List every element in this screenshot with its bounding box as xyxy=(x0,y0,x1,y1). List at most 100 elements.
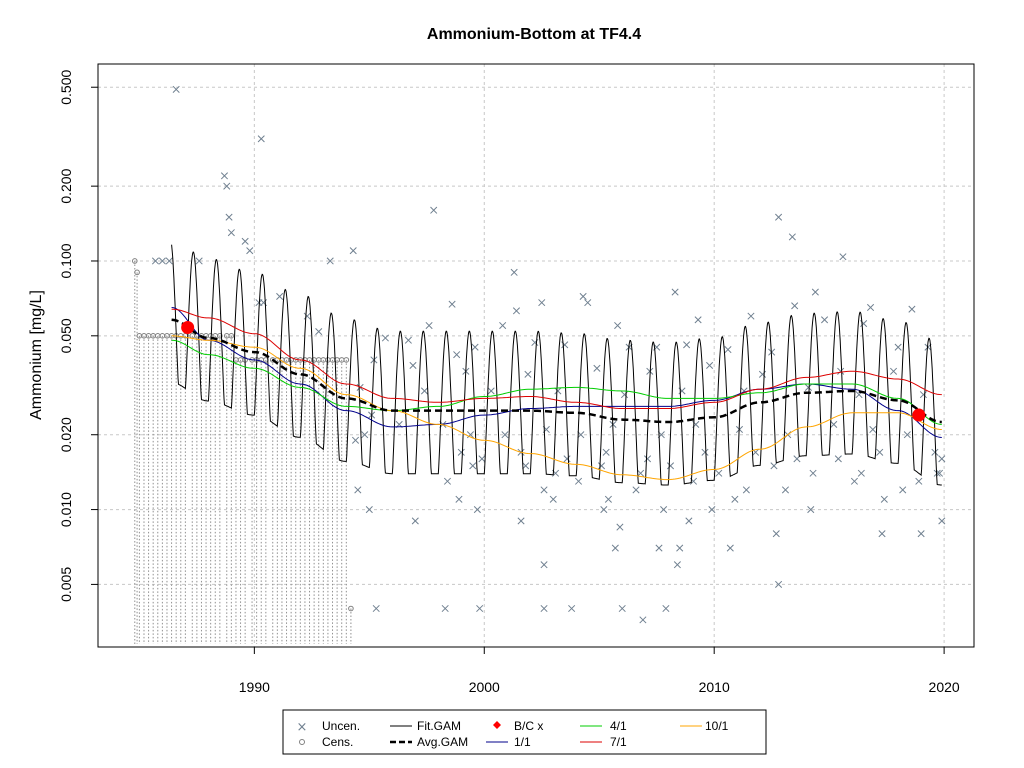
uncensored-point xyxy=(455,495,463,503)
uncensored-point xyxy=(404,336,412,344)
legend-bc-label: B/C x xyxy=(514,719,543,733)
uncensored-point xyxy=(195,257,203,265)
uncensored-point xyxy=(611,544,619,552)
uncensored-point xyxy=(781,486,790,494)
uncensored-point xyxy=(643,455,652,463)
uncensored-point xyxy=(411,517,419,525)
uncensored-point xyxy=(522,462,530,470)
uncensored-point xyxy=(466,431,475,439)
uncensored-point xyxy=(158,257,166,265)
x-tick-label: 2020 xyxy=(929,679,960,695)
series-line-7-1 xyxy=(171,308,942,409)
uncensored-point xyxy=(420,387,429,395)
uncensored-point xyxy=(637,469,645,477)
series-line-1-1 xyxy=(171,307,942,438)
uncensored-point xyxy=(731,495,739,503)
bc-point xyxy=(181,321,195,335)
censored-point xyxy=(217,333,223,339)
smooth-series-lines xyxy=(171,307,942,481)
uncensored-point xyxy=(246,247,254,255)
legend-10-1-label: 10/1 xyxy=(705,719,729,733)
legend-item-10-1: 10/1 xyxy=(680,719,729,733)
uncensored-point xyxy=(303,312,311,320)
uncensored-point xyxy=(694,316,702,324)
uncensored-point xyxy=(742,486,750,494)
uncensored-point xyxy=(899,486,907,494)
uncensored-point xyxy=(660,506,668,514)
uncensored-point xyxy=(830,420,838,429)
uncensored-point xyxy=(165,257,173,265)
bc-point xyxy=(912,408,926,422)
plot-frame xyxy=(97,63,975,648)
uncensored-point xyxy=(563,455,571,463)
legend-cens-label: Cens. xyxy=(322,735,353,749)
uncensored-point xyxy=(223,182,231,190)
uncensored-point xyxy=(600,506,608,514)
x-tick-label: 1990 xyxy=(239,679,270,695)
y-tick-label: 0.200 xyxy=(58,168,74,203)
censored-point xyxy=(228,333,235,339)
censored-point xyxy=(131,258,138,264)
series-line-10-1 xyxy=(171,335,942,481)
legend-item-cens: Cens. xyxy=(299,735,353,749)
uncensored-point xyxy=(501,431,509,439)
uncensored-point xyxy=(540,486,548,494)
uncensored-point xyxy=(866,303,875,312)
uncensored-point xyxy=(618,604,626,613)
y-tick-label: 0.050 xyxy=(58,318,74,353)
uncensored-point xyxy=(662,604,670,613)
uncensored-point xyxy=(220,172,229,180)
uncensored-point xyxy=(453,351,461,359)
uncensored-point xyxy=(354,486,362,494)
uncensored-point xyxy=(276,292,284,300)
uncensored-point xyxy=(512,307,521,315)
uncensored-point xyxy=(361,431,369,439)
uncensored-point xyxy=(351,436,360,444)
uncensored-point xyxy=(775,213,783,221)
uncensored-point xyxy=(837,367,845,375)
x-tick-label: 2010 xyxy=(699,679,730,695)
legend-4-1-label: 4/1 xyxy=(610,719,627,733)
uncensored-point xyxy=(579,292,587,300)
x-tick-label: 2000 xyxy=(469,679,500,695)
uncensored-point xyxy=(478,455,486,463)
uncensored-point xyxy=(381,334,389,342)
uncensored-point xyxy=(549,495,557,503)
uncensored-point xyxy=(151,257,160,265)
uncensored-point xyxy=(772,530,780,538)
uncensored-point xyxy=(724,346,732,354)
uncensored-point xyxy=(487,387,495,395)
uncensored-point xyxy=(726,544,734,552)
legend-item-bc: B/C x xyxy=(493,719,543,733)
uncensored-point xyxy=(788,233,796,241)
y-axis: 0.005 0.010 0.020 0.050 0.100 0.200 0.500 xyxy=(58,69,98,602)
fit-gam-line xyxy=(171,244,942,486)
uncensored-point xyxy=(715,469,723,477)
uncensored-point xyxy=(365,506,373,514)
chart-title: Ammonium-Bottom at TF4.4 xyxy=(427,26,641,43)
censored-series xyxy=(131,258,354,644)
legend-item-4-1: 4/1 xyxy=(580,719,627,733)
uncensored-point xyxy=(770,462,778,470)
uncensored-point xyxy=(683,341,691,349)
legend-item-1-1: 1/1 xyxy=(486,735,531,749)
uncensored-point xyxy=(604,495,612,503)
uncensored-point xyxy=(811,288,819,296)
legend-fit-gam-label: Fit.GAM xyxy=(417,719,461,733)
uncensored-point xyxy=(476,604,484,613)
legend-cens-symbol xyxy=(299,739,305,745)
legend: × Uncen. Cens. Fit.GAM Avg.GAM B/C x 1/1… xyxy=(282,709,767,755)
uncensored-point xyxy=(425,321,433,330)
legend-avg-gam-label: Avg.GAM xyxy=(417,735,468,749)
uncensored-point xyxy=(706,361,714,369)
uncensored-point xyxy=(917,530,925,538)
uncensored-point xyxy=(708,506,716,514)
uncensored-point xyxy=(639,616,647,624)
uncensored-point xyxy=(409,361,417,369)
uncensored-point xyxy=(850,477,858,485)
uncensored-point xyxy=(820,316,829,324)
uncensored-point xyxy=(540,561,548,569)
uncensored-point xyxy=(540,604,548,613)
uncensored-point xyxy=(441,604,449,613)
uncensored-point xyxy=(655,544,663,552)
